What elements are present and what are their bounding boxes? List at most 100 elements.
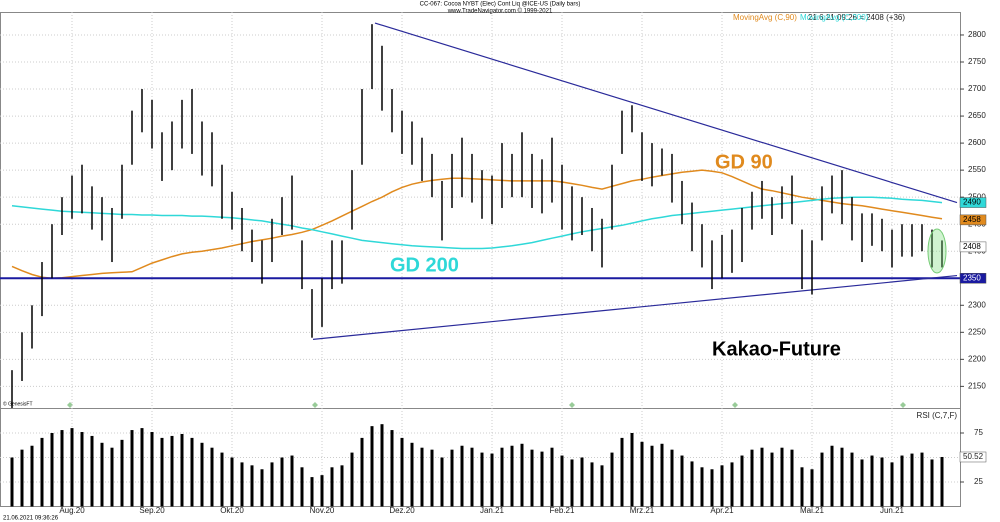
rsi-bar [510,445,514,507]
rsi-bar [190,437,194,507]
rsi-bar [520,443,524,507]
moving-average [11,196,943,250]
y-tick-label: 2750 [968,57,986,66]
rsi-bar [120,439,124,507]
annotation: Kakao-Future [712,338,841,360]
rsi-bar [70,428,74,507]
rsi-bar [320,475,324,507]
price-tag-label: 2490 [963,198,981,207]
rsi-bar [630,433,634,507]
rsi-bar [60,430,64,507]
price-tag [959,214,987,226]
rsi-bar [560,455,564,507]
rsi-bar [160,437,164,507]
rsi-bar [100,442,104,507]
y-tick-label: 2150 [968,381,986,390]
annotation: GD 200 [390,254,459,276]
rsi-bar [340,465,344,507]
price-tag [959,197,987,208]
rsi-bar [500,447,504,507]
rsi-bar [380,424,384,507]
rsi-bar [840,447,844,507]
price-tag-label: 2350 [963,273,981,282]
y-tick-label: 2300 [968,300,986,309]
rsi-bar [570,459,574,507]
rsi-bar [650,445,654,507]
rsi-bar [350,452,354,507]
rsi-bar [710,469,714,507]
rsi-bar [940,456,944,507]
y-tick-label: 2550 [968,165,986,174]
rsi-bar [800,467,804,507]
rsi-bar [440,457,444,507]
rsi-bar [250,465,254,507]
rsi-bar [150,432,154,507]
rsi-bar [90,435,94,507]
rsi-bar [680,455,684,507]
rsi-bar [550,447,554,507]
rsi-bar [50,433,54,507]
y-tick-label: 2700 [968,84,986,93]
rsi-bar [20,449,24,507]
chart-title: CC-067: Cocoa NYBT (Elec) Cont Liq @ICE-… [420,2,581,8]
rsi-bar [130,430,134,507]
rsi-bar [850,452,854,507]
x-tick-label: Okt.20 [220,506,244,515]
y-tick-label: 2600 [968,138,986,147]
price-tag-label: 2408 [963,242,981,251]
rsi-bar [760,447,764,507]
rsi-bar [30,445,34,507]
rsi-bar [360,437,364,507]
rsi-bar [830,445,834,507]
rsi-bar [590,462,594,507]
rsi-bar [730,462,734,507]
rsi-bar [210,447,214,507]
x-tick-label: Mrz.21 [630,506,655,515]
annotation: GD 90 [715,151,773,173]
rsi-bar [530,449,534,507]
rsi-bar [310,477,314,507]
y-tick-label: 2200 [968,354,986,363]
rsi-bar [240,462,244,507]
rsi-bar [450,449,454,507]
rsi-bar [890,462,894,507]
rsi-bar [290,455,294,507]
y-tick-label: 2800 [968,30,986,39]
rsi-bar [920,452,924,507]
rsi-bar [930,459,934,507]
price-tag-label: 2458 [963,215,981,224]
y-tick-label: 2250 [968,327,986,336]
rsi-bar [600,465,604,507]
rsi-bar [260,469,264,507]
x-tick-label: Apr.21 [710,506,734,515]
rsi-bar [280,457,284,507]
rsi-bar [660,443,664,507]
x-tick-label: Dez.20 [389,506,415,515]
legend-entry: MovingAvg (C,90) [733,13,797,22]
x-tick-label: Nov.20 [310,506,335,515]
trendline [312,274,958,340]
rsi-bar [420,447,424,507]
rsi-tag [959,451,987,463]
legend-entry: MovingAvg (C,200) [800,13,869,22]
rsi-bar [180,433,184,507]
rsi-bar [460,445,464,507]
price-tag [959,273,987,284]
rsi-bar [910,453,914,507]
x-tick-label: Jun.21 [880,506,905,515]
rsi-bar [790,449,794,507]
rsi-bar [40,437,44,507]
rsi-bar [720,465,724,507]
rsi-title: RSI (C,7,F) [917,411,958,420]
rsi-bar [170,435,174,507]
rsi-bar [540,451,544,507]
price-tag [959,241,987,253]
rsi-bar [80,432,84,507]
rsi-bar [390,430,394,507]
x-tick-label: Jan.21 [480,506,505,515]
y-tick-label: 75 [974,428,983,437]
rsi-bar [580,457,584,507]
rsi-bar [860,459,864,507]
